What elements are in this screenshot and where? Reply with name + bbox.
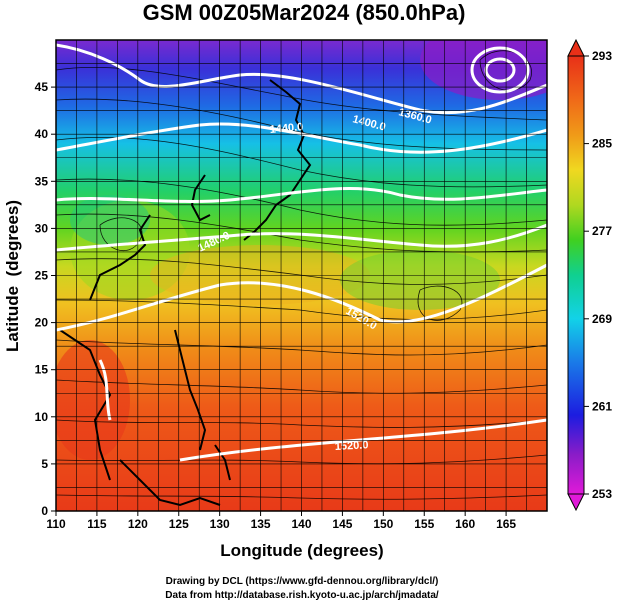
- y-axis-title: Latitude (degrees): [3, 200, 22, 352]
- plot-area: 1440.0 1400.0 1360.0 1480.0 1520.0 1520.…: [56, 40, 547, 511]
- colorbar: 253 261 269 277 285 293: [567, 38, 612, 512]
- contour-label-1520-b: 1520.0: [335, 439, 369, 453]
- cold-core-blob: [420, 40, 547, 100]
- y-tick-label: 15: [35, 363, 49, 377]
- y-tick-label: 45: [35, 80, 49, 94]
- x-tick-label: 115: [87, 517, 107, 531]
- colorbar-tick-label: 253: [592, 487, 612, 501]
- y-axis-ticks: 0 5 10 15 20 25 30 35 40 45: [35, 80, 56, 518]
- contour-label-1440: 1440.0: [269, 121, 304, 136]
- colorbar-min-arrow: [567, 493, 585, 512]
- map-title: GSM 00Z05Mar2024 (850.0hPa): [143, 0, 466, 25]
- x-tick-label: 140: [291, 517, 311, 531]
- y-tick-label: 20: [35, 316, 49, 330]
- y-tick-label: 35: [35, 174, 49, 188]
- colorbar-max-arrow: [567, 38, 585, 57]
- colorbar-tick-label: 293: [592, 49, 612, 63]
- y-tick-label: 30: [35, 221, 49, 235]
- colorbar-tick-label: 261: [592, 399, 612, 413]
- colorbar-tick-label: 269: [592, 312, 612, 326]
- y-tick-label: 40: [35, 127, 49, 141]
- colorbar-tick-label: 285: [592, 137, 612, 151]
- y-tick-label: 0: [41, 504, 48, 518]
- x-tick-label: 130: [210, 517, 230, 531]
- height-contours: [56, 43, 547, 462]
- y-tick-label: 25: [35, 269, 49, 283]
- x-tick-label: 135: [251, 517, 271, 531]
- x-tick-label: 120: [128, 517, 148, 531]
- colorbar-ticks: 253 261 269 277 285 293: [584, 49, 612, 501]
- x-tick-label: 145: [332, 517, 352, 531]
- y-tick-label: 5: [41, 457, 48, 471]
- lat-lon-grid: [56, 40, 547, 511]
- x-tick-label: 125: [169, 517, 189, 531]
- x-tick-label: 155: [414, 517, 434, 531]
- x-axis-title: Longitude (degrees): [220, 541, 383, 560]
- x-tick-label: 165: [496, 517, 516, 531]
- colorbar-tick-label: 277: [592, 224, 612, 238]
- x-tick-label: 150: [373, 517, 393, 531]
- colorbar-scale: [567, 55, 585, 495]
- hot-spot-southwest: [56, 340, 130, 460]
- credit-drawing: Drawing by DCL (https://www.gfd-dennou.o…: [166, 576, 439, 587]
- x-axis-ticks: 110 115 120 125 130 135 140 145 150 155 160 165: [46, 511, 516, 531]
- credit-data-source: Data from http://database.rish.kyoto-u.a…: [165, 590, 439, 601]
- x-tick-label: 160: [455, 517, 475, 531]
- y-tick-label: 10: [35, 410, 49, 424]
- x-tick-label: 110: [46, 517, 66, 531]
